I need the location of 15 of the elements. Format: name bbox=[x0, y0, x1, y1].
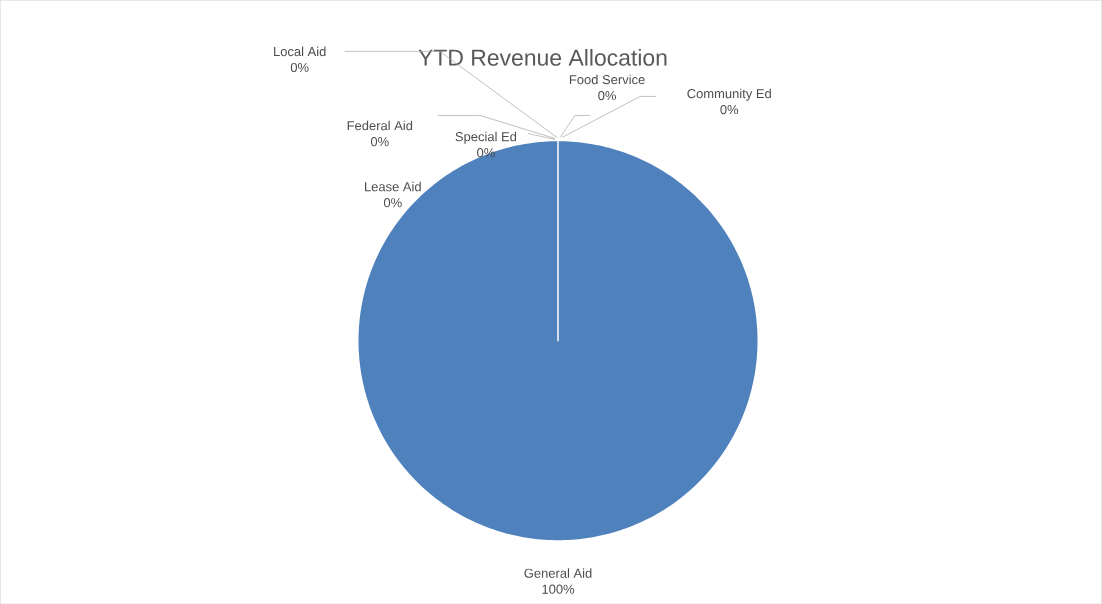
text: 0% bbox=[598, 90, 616, 100]
legend-label: Special Ed bbox=[455, 131, 517, 144]
category-label: Local Aid bbox=[274, 46, 326, 56]
chart-title: YTD Revenue Allocation bbox=[418, 48, 667, 66]
slice-label: General Aid bbox=[524, 568, 592, 578]
text: 0% bbox=[370, 136, 389, 147]
category-label: Community Ed bbox=[687, 88, 771, 101]
text: 0% bbox=[720, 104, 739, 114]
text: 0% bbox=[290, 62, 309, 72]
category-label: Food Service bbox=[569, 74, 645, 85]
text: 0% bbox=[383, 197, 402, 208]
category-label: Lease Aid bbox=[365, 181, 421, 192]
text: 0% bbox=[477, 147, 495, 158]
data-label: 100% bbox=[542, 584, 575, 594]
category-label: Federal Aid bbox=[347, 120, 413, 131]
